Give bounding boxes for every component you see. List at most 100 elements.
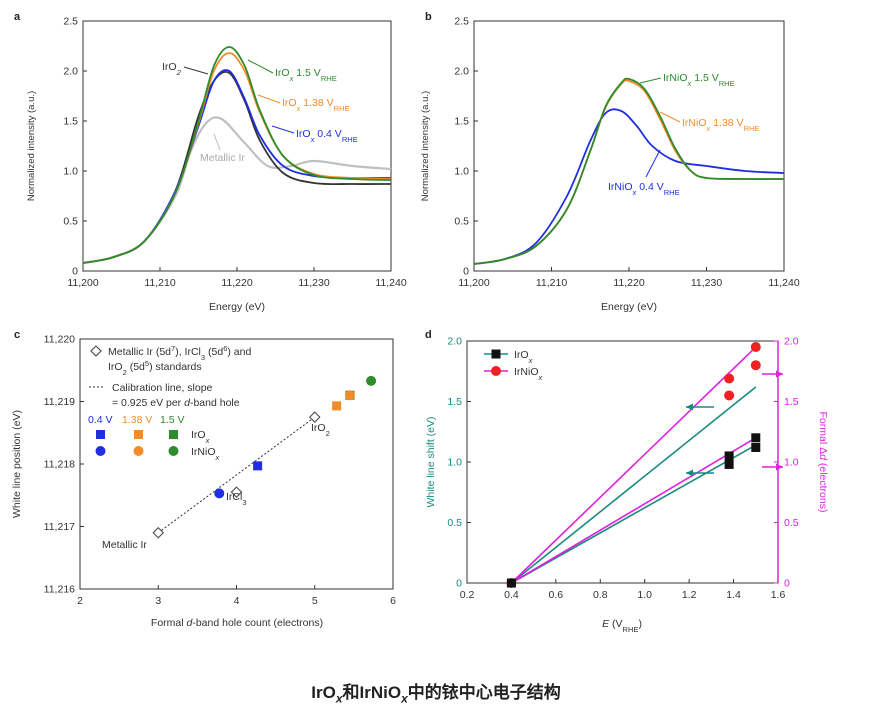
text-part: 11,230 <box>691 277 722 289</box>
y-tick-label: 2.0 <box>63 66 78 78</box>
text-part: 11,219 <box>44 396 75 408</box>
text-part: c <box>14 329 20 341</box>
label-irniox-1.5v: IrNiOx 1.5 VRHE <box>663 72 735 88</box>
label-irox-0.4v: IrOx 0.4 VRHE <box>296 128 358 144</box>
series-line <box>473 108 785 265</box>
x-tick-label: 11,220 <box>221 277 252 289</box>
y-axis-label-left: White line shift (eV) <box>425 416 437 507</box>
y-tick-label: 1.0 <box>454 166 469 178</box>
panel-letter: d <box>425 329 432 341</box>
text-part: x <box>538 373 543 382</box>
irox-point <box>724 451 734 461</box>
legend-circle-irniox <box>491 366 501 376</box>
x-axis-label: Energy (eV) <box>209 301 265 313</box>
x-axis-label: Energy (eV) <box>601 301 657 313</box>
label-irox-1.38v: IrOx 1.38 VRHE <box>282 97 350 113</box>
label-leader <box>247 59 274 74</box>
text-part: 2.5 <box>63 16 78 28</box>
legend-standards: Metallic Ir (5d7), IrCl3 (5d6) and <box>108 344 251 362</box>
label-irox-1.5v: IrOx 1.5 VRHE <box>275 67 337 83</box>
text-part: 1.38 V <box>710 117 743 129</box>
y-tick-label: 0.5 <box>454 216 469 228</box>
text-part: x <box>706 124 711 133</box>
text-part: IrCl <box>226 491 242 503</box>
text-part: 11,217 <box>44 521 75 533</box>
caption-tail: 中的铱中心电子结构 <box>407 683 561 702</box>
label-ircl3: IrCl3 <box>226 491 247 507</box>
label-metallic-ir: Metallic Ir <box>200 152 245 164</box>
irniox-point <box>750 360 761 371</box>
label-leader <box>659 111 681 123</box>
text-part: RHE <box>664 188 680 197</box>
text-part: Calibration line, slope <box>112 382 213 394</box>
axis-arrow-head <box>686 403 693 411</box>
x-tick-label: 2 <box>77 595 83 607</box>
irniox-point <box>366 375 377 386</box>
text-part: 2.0 <box>784 336 799 348</box>
x-tick-label: 11,230 <box>691 277 722 289</box>
right-tick-label: 2.0 <box>784 336 799 348</box>
text-part: IrO <box>514 349 529 361</box>
x-tick-label: 0.6 <box>549 589 564 601</box>
text-part: IrO <box>275 67 290 79</box>
right-tick-label: 1.5 <box>784 396 799 408</box>
series-line <box>82 46 392 264</box>
panel-d: d0.2 0.4 0.6 0.8 1.0 1.2 1.4 1.600.51.01.52.000… <box>425 329 829 634</box>
y-tick-label: 0.5 <box>447 517 462 529</box>
panel-letter: a <box>14 11 21 23</box>
caption-mid: 和IrNiO <box>342 683 402 702</box>
text-part: 4 <box>234 595 240 607</box>
text-part: 11,218 <box>44 459 75 471</box>
text-part: 11,210 <box>144 277 175 289</box>
text-part: 1.5 V <box>293 67 320 79</box>
figure-caption: IrOx和IrNiOx中的铱中心电子结构 <box>0 678 872 705</box>
text-part: Normalized intensity (a.u.) <box>26 91 37 201</box>
x-tick-label: 1.0 <box>637 589 652 601</box>
label-irniox-1.38v: IrNiOx 1.38 VRHE <box>682 117 760 133</box>
label-metallic-ir: Metallic Ir <box>102 539 147 551</box>
fit-line <box>510 386 757 584</box>
x-tick-label: 0.8 <box>593 589 608 601</box>
text-part: ) <box>638 618 642 630</box>
irniox-point <box>344 390 355 401</box>
x-tick-label: 11,200 <box>458 277 489 289</box>
text-part: = 0.925 eV per <box>112 397 184 409</box>
y-tick-label: 0.5 <box>63 216 78 228</box>
text-part: 1.0 <box>454 166 469 178</box>
text-part: 0.4 V <box>314 128 341 140</box>
x-axis-label: E (VRHE) <box>602 618 642 634</box>
text-part: IrNiO <box>191 446 216 458</box>
text-part: x <box>687 79 692 88</box>
text-part: ) and <box>227 346 251 358</box>
legend-v-1.38: 1.38 V <box>122 414 152 426</box>
x-tick-label: 11,230 <box>298 277 329 289</box>
legend-diamond <box>90 345 102 357</box>
legend-irniox: IrNiOx <box>191 446 220 462</box>
text-part: (electrons) <box>817 460 829 513</box>
label-irniox-0.4v: IrNiOx 0.4 VRHE <box>608 181 680 197</box>
text-part: Formal Δ <box>817 412 829 455</box>
text-part: IrO <box>191 429 206 441</box>
irniox-point <box>750 342 761 353</box>
fit-line <box>511 444 757 584</box>
text-part: 0.2 <box>460 589 475 601</box>
text-part: Metallic Ir <box>200 152 245 164</box>
series-line <box>82 70 392 264</box>
text-part: 1.4 <box>726 589 741 601</box>
text-part: IrO <box>162 61 177 73</box>
x-tick-label: 11,200 <box>67 277 98 289</box>
text-part: 0.5 <box>447 517 462 529</box>
irox-point <box>751 442 761 452</box>
label-leader <box>639 77 662 84</box>
plot-frame <box>473 20 785 272</box>
text-part: RHE <box>744 124 760 133</box>
text-part: 1.5 V <box>691 72 718 84</box>
right-tick-label: 0.5 <box>784 517 799 529</box>
text-part: (5d <box>205 346 223 358</box>
legend-circle-1.38 <box>133 446 144 456</box>
text-part: 1.0 <box>447 457 462 469</box>
label-leader <box>271 125 295 134</box>
text-part: White line shift (eV) <box>425 416 437 507</box>
text-part: 0 <box>72 266 78 278</box>
text-part: d <box>425 329 432 341</box>
